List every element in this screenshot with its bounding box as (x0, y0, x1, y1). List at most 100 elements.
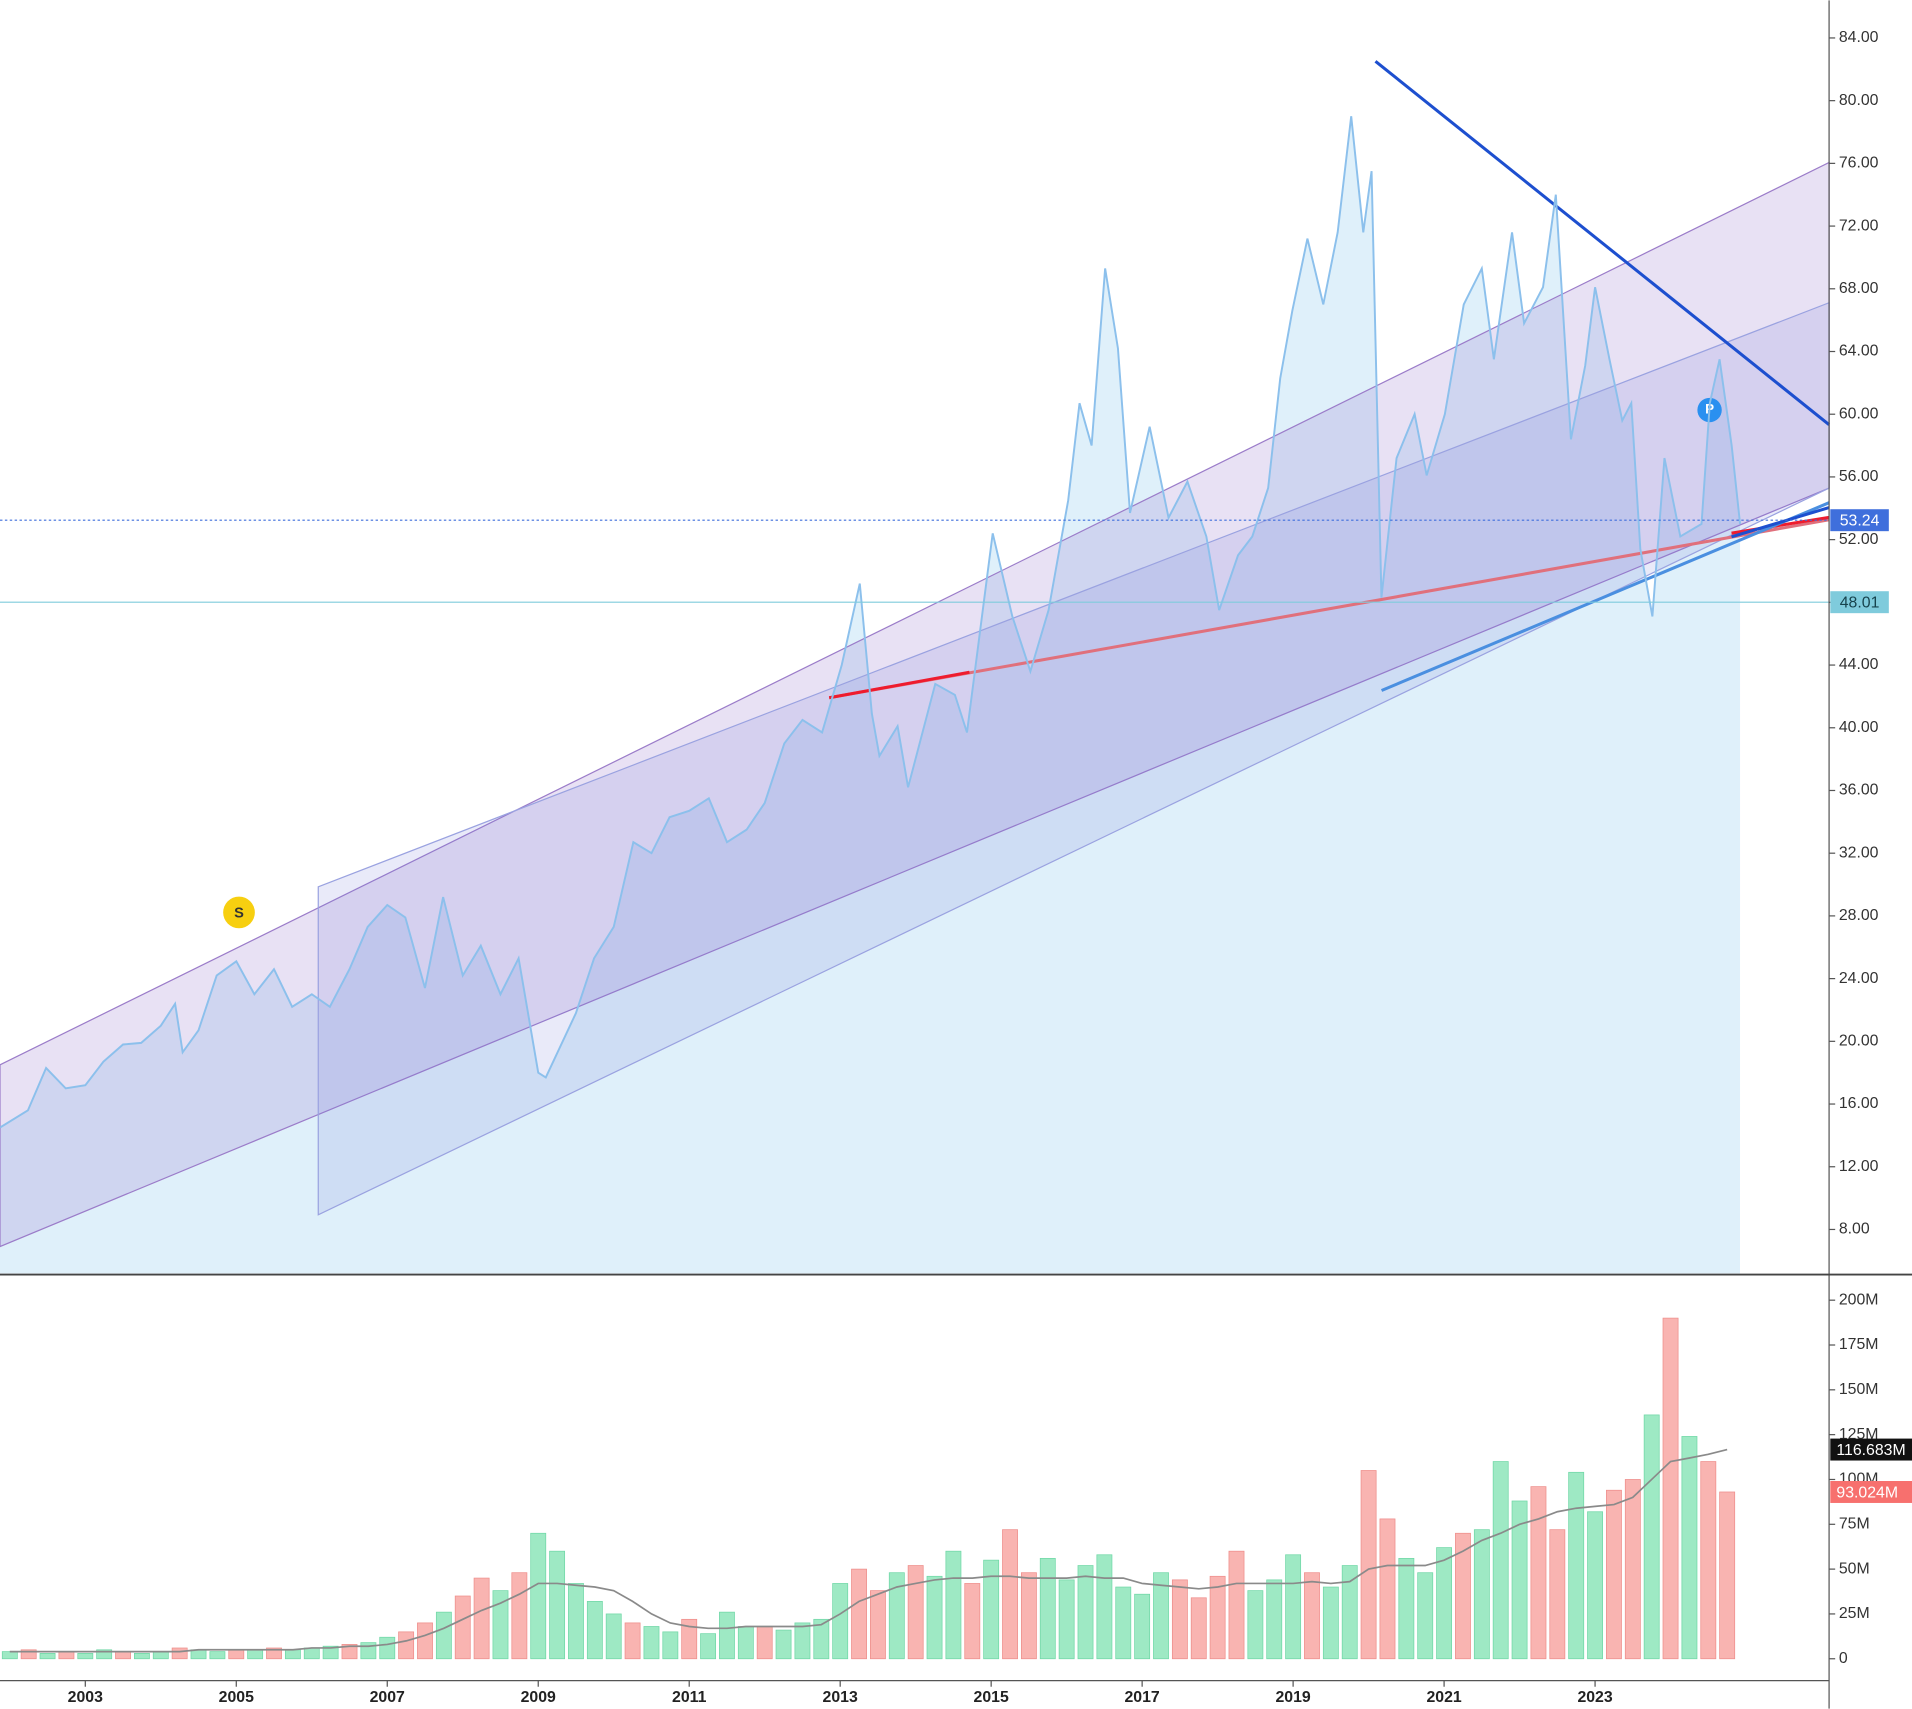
volume-bar (1171, 1579, 1188, 1660)
y-tick-label: 68.00 (1839, 280, 1879, 297)
volume-bar (756, 1626, 773, 1660)
volume-bar (20, 1649, 37, 1660)
volume-bar (1662, 1317, 1679, 1660)
volume-bar (473, 1577, 490, 1660)
price-line (0, 116, 1742, 1129)
volume-bar (926, 1575, 943, 1660)
volume-bar (851, 1568, 867, 1660)
volume-bar (115, 1651, 131, 1660)
volume-bar (284, 1649, 301, 1660)
volume-bar (1587, 1511, 1603, 1660)
volume-bar (1643, 1414, 1660, 1660)
volume-bar (171, 1647, 188, 1660)
y-tick-label: 25M (1839, 1605, 1870, 1622)
volume-bar (907, 1565, 924, 1660)
drawings: S P (0, 60, 1831, 1248)
volume-bar (530, 1532, 547, 1660)
y-tick-label: 28.00 (1839, 907, 1879, 924)
volume-bar (266, 1647, 282, 1660)
volume-bar (1398, 1557, 1415, 1660)
volume-tag-label: 116.683M (1836, 1442, 1905, 1459)
volume-bar (492, 1590, 509, 1660)
volume-bar (1606, 1489, 1622, 1660)
price-tag-label: 48.01 (1840, 595, 1880, 612)
volume-bar (1228, 1550, 1245, 1660)
volume-bar (586, 1601, 603, 1660)
price-tag-label: 53.24 (1840, 513, 1880, 530)
volume-bar (1322, 1586, 1339, 1660)
volume-bar (96, 1649, 113, 1660)
volume-tag-label: 93.024M (1836, 1484, 1898, 1501)
volume-bar (398, 1631, 415, 1660)
y-tick-label: 76.00 (1839, 155, 1879, 172)
x-tick-label: 2007 (370, 1689, 405, 1706)
x-tick-label: 2023 (1577, 1689, 1612, 1706)
volume-bar (134, 1653, 150, 1660)
volume-bar (549, 1550, 566, 1660)
volume-bar (1700, 1461, 1717, 1660)
volume-bar (322, 1645, 339, 1660)
volume-bar (303, 1647, 320, 1660)
volume-tag (1830, 1438, 1912, 1461)
volume-bar (1153, 1572, 1169, 1660)
price-tag (1830, 591, 1889, 614)
volume-bar (794, 1622, 811, 1660)
trend-line (828, 670, 970, 700)
volume-bar (775, 1629, 792, 1660)
y-tick-label: 36.00 (1839, 782, 1879, 799)
volume-bar (1436, 1547, 1453, 1660)
volume-bar (39, 1653, 56, 1660)
volume-bar (1549, 1529, 1566, 1660)
y-tick-label: 16.00 (1839, 1095, 1879, 1112)
volume-bar (681, 1618, 698, 1660)
y-tick-label: 8.00 (1839, 1221, 1870, 1238)
y-tick-label: 44.00 (1839, 656, 1879, 673)
volume-bar (1681, 1436, 1698, 1660)
volume-bar (1002, 1529, 1018, 1660)
volume-bar (737, 1626, 754, 1660)
volume-bar (1455, 1532, 1471, 1660)
volume-bar (435, 1611, 452, 1660)
volume-bar (1247, 1590, 1264, 1660)
volume-bar (1134, 1593, 1151, 1660)
volume-bar (379, 1636, 396, 1660)
y-tick-label: 0 (1839, 1650, 1848, 1667)
split-marker[interactable] (223, 896, 255, 929)
volume-bar (870, 1590, 886, 1660)
y-tick-label: 175M (1839, 1336, 1879, 1353)
y-tick-label: 60.00 (1839, 405, 1879, 422)
volume-bar (209, 1651, 226, 1660)
y-tick-label: 52.00 (1839, 531, 1879, 548)
trend-line (1731, 506, 1830, 539)
volume-bar (832, 1583, 849, 1660)
x-tick-label: 2017 (1125, 1689, 1160, 1706)
volume-bar (813, 1618, 830, 1660)
volume-bar (1511, 1500, 1528, 1660)
x-tick-label: 2011 (672, 1689, 707, 1706)
volume-bar (945, 1550, 962, 1660)
volume-bar (1304, 1572, 1320, 1660)
volume-bar (662, 1631, 679, 1660)
volume-bar (1473, 1529, 1490, 1660)
volume-bar (568, 1583, 584, 1660)
volume-bar (341, 1644, 358, 1660)
x-tick-label: 2003 (68, 1689, 103, 1706)
x-tick-label: 2009 (521, 1689, 556, 1706)
y-tick-label: 72.00 (1839, 217, 1879, 234)
y-tick-label: 12.00 (1839, 1158, 1879, 1175)
volume-bar (417, 1622, 433, 1660)
y-tick-label: 56.00 (1839, 468, 1879, 485)
y-tick-label: 84.00 (1839, 29, 1879, 46)
volume-bar (1077, 1565, 1094, 1660)
trend-line (1374, 60, 1831, 426)
volume-bar (1719, 1491, 1736, 1660)
y-tick-label: 150M (1839, 1381, 1879, 1398)
volume-bar (624, 1622, 641, 1660)
volume-bar (1190, 1597, 1207, 1660)
volume-bar (1039, 1557, 1056, 1660)
volume-bar (1020, 1572, 1037, 1660)
volume-bar (605, 1613, 622, 1660)
x-tick-label: 2013 (823, 1689, 858, 1706)
